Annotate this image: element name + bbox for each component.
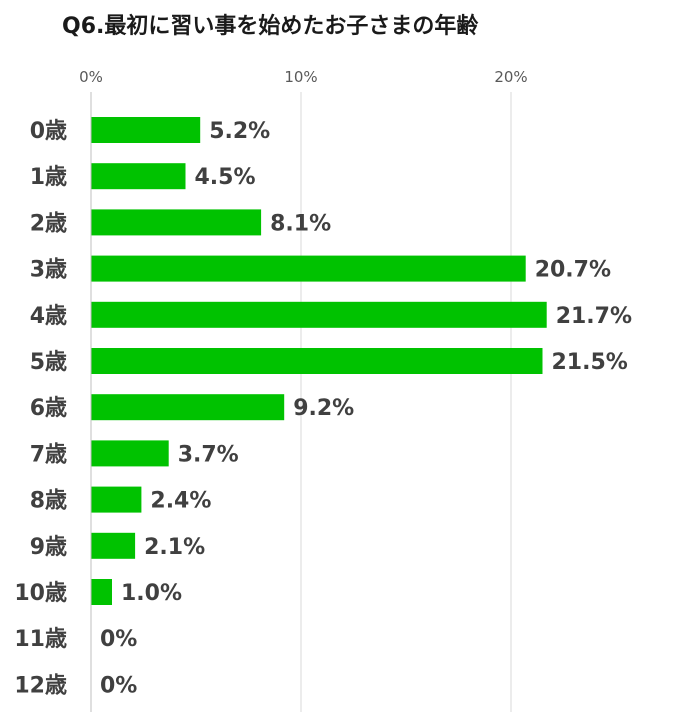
category-label: 1歳: [30, 165, 67, 190]
data-label: 2.4%: [150, 489, 211, 514]
bar: [91, 348, 543, 374]
chart-title: Q6.最初に習い事を始めたお子さまの年齢: [62, 14, 479, 39]
bar: [91, 394, 285, 421]
bar: [91, 532, 136, 559]
bar: [91, 163, 186, 190]
x-tick-label: 20%: [494, 68, 527, 86]
data-label: 21.5%: [552, 350, 628, 375]
category-label: 9歳: [30, 535, 67, 560]
category-label: 5歳: [30, 350, 67, 375]
bar: [91, 486, 142, 513]
data-label: 8.1%: [270, 211, 331, 236]
x-tick-label: 0%: [79, 68, 103, 86]
data-label: 9.2%: [293, 396, 354, 421]
data-label: 0%: [100, 673, 137, 698]
category-label: 6歳: [30, 396, 67, 421]
data-label: 20.7%: [535, 258, 611, 283]
bar: [91, 209, 262, 236]
category-label: 10歳: [14, 581, 67, 606]
category-label: 12歳: [14, 673, 67, 698]
data-label: 1.0%: [121, 581, 182, 606]
data-label: 21.7%: [556, 304, 632, 329]
category-label: 4歳: [30, 304, 67, 329]
category-label: 8歳: [30, 489, 67, 514]
category-label: 0歳: [30, 119, 67, 144]
category-label: 2歳: [30, 211, 67, 236]
category-label: 11歳: [14, 627, 67, 652]
bar: [91, 301, 547, 328]
bar: [91, 255, 526, 282]
bar: [91, 440, 169, 467]
data-label: 2.1%: [144, 535, 205, 560]
data-label: 5.2%: [209, 119, 270, 144]
bar: [91, 579, 112, 605]
data-label: 0%: [100, 627, 137, 652]
x-tick-label: 10%: [284, 68, 317, 86]
category-label: 3歳: [30, 258, 67, 283]
data-label: 4.5%: [195, 165, 256, 190]
category-label: 7歳: [30, 442, 67, 467]
data-label: 3.7%: [178, 442, 239, 467]
bar: [91, 117, 201, 143]
